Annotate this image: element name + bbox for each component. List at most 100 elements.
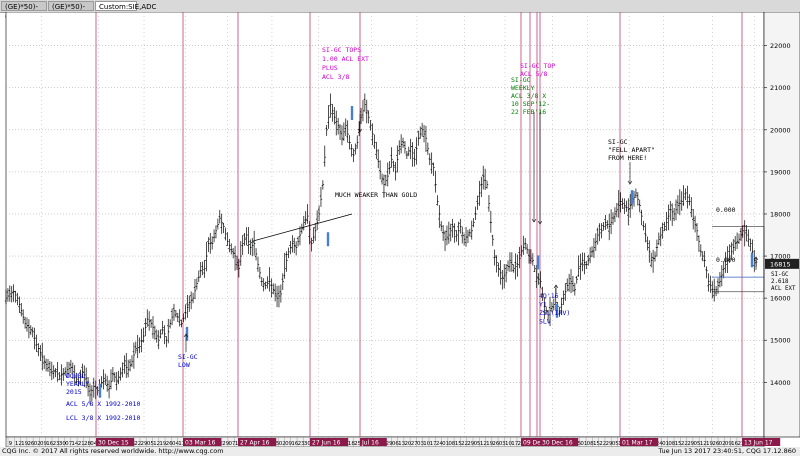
- day-label: 17: [511, 441, 518, 447]
- annotation-line: LCL 3/8 X 1992-2010: [66, 414, 140, 422]
- day-label: 18: [348, 441, 355, 447]
- date-tag-bg: [183, 438, 222, 446]
- annotation-line: SI-GC: [178, 353, 198, 361]
- annotation-line: 10 SEP'12-: [511, 100, 550, 108]
- price-series: [4, 93, 758, 405]
- day-label: 27: [411, 441, 418, 447]
- day-label: 29: [222, 441, 229, 447]
- chart-annotation: 0.000: [716, 256, 736, 264]
- price-tick-label: 15000: [770, 337, 791, 345]
- day-label: 23: [53, 441, 60, 447]
- tab-spread-2[interactable]: (GE)*50)-GCE,ADC: [48, 1, 94, 21]
- day-label: 29: [687, 441, 694, 447]
- annotation-line: SI-GC TOP: [520, 62, 555, 70]
- day-label: 07: [229, 441, 236, 447]
- day-label: 26: [166, 441, 173, 447]
- price-tick-label: 17000: [770, 253, 791, 261]
- last-price-label: 16815: [770, 260, 791, 268]
- copyright-text: CQG Inc. © 2017 All rights reserved worl…: [2, 447, 224, 455]
- day-label: 08: [587, 441, 594, 447]
- day-label: 30: [304, 441, 311, 447]
- day-label: 20: [404, 441, 411, 447]
- day-label: 11: [178, 441, 185, 447]
- day-label: 12: [700, 441, 707, 447]
- day-label: 28: [84, 441, 91, 447]
- day-label: 17: [430, 441, 437, 447]
- price-tick-label: 14000: [770, 379, 791, 387]
- day-label: 05: [474, 441, 481, 447]
- annotation-line: ACL 3/8: [322, 73, 349, 81]
- day-label: 26: [27, 441, 34, 447]
- day-label: 16: [46, 441, 53, 447]
- day-label: 19: [706, 441, 713, 447]
- annotation-line: WEEKLY: [511, 84, 535, 92]
- annotation-line: ACL 5/8: [520, 70, 547, 78]
- day-label: 12: [15, 441, 22, 447]
- day-label: 25: [273, 441, 280, 447]
- day-label: 05: [612, 441, 619, 447]
- day-label: 29: [141, 441, 148, 447]
- price-chart[interactable]: 14000 15000 16000 17000 18000 19000 20000 21000…: [0, 12, 800, 447]
- day-label: 15: [675, 441, 682, 447]
- price-tick-label: 22000: [770, 42, 791, 50]
- chart-annotation: ACL 5/8 X 1992-2010: [66, 400, 140, 408]
- day-label: 09: [725, 441, 732, 447]
- date-tag-bg: [96, 438, 135, 446]
- annotation-line: SI-GC: [771, 272, 789, 278]
- chart-annotation: LCL 3/8 X 1992-2010: [66, 414, 140, 422]
- tab-spread-1[interactable]: (GE)*50)-GCE,ADC: [1, 1, 47, 21]
- annotation-line: SI-GC: [511, 76, 531, 84]
- day-label: 08: [448, 441, 455, 447]
- day-label: 15: [455, 441, 462, 447]
- arrow-head: [531, 218, 537, 223]
- annotation-line: 22 FEB'16: [511, 108, 546, 116]
- chart-annotation: MUCH WEAKER THAN GOLD: [335, 191, 417, 199]
- price-axis: [763, 12, 800, 438]
- arrow-head: [627, 180, 633, 185]
- day-label: 21: [78, 441, 85, 447]
- day-label: 06: [392, 441, 399, 447]
- annotation-line: 0.000: [716, 256, 736, 264]
- day-label: 29: [386, 441, 393, 447]
- day-label: 10: [505, 441, 512, 447]
- annotation-line: 2015: [66, 388, 82, 396]
- chart-annotation: 0.000: [716, 206, 736, 214]
- date-tag-label: 13 Jun 17: [744, 440, 773, 447]
- day-label: 9: [9, 441, 13, 447]
- day-label: 13: [398, 441, 405, 447]
- day-label: 26: [492, 441, 499, 447]
- day-label: 02: [279, 441, 286, 447]
- annotation-line: ACL 5/8 X 1992-2010: [66, 400, 140, 408]
- highlight-bar: [555, 303, 559, 318]
- annotation-line: ACL EXT: [771, 286, 796, 292]
- day-label: 29: [467, 441, 474, 447]
- annotation-line: DOUBL: [66, 372, 86, 380]
- tab-custom-sie[interactable]: Custom:SIE,ADC: [95, 1, 156, 11]
- date-tag-label: 30 Dec 16: [542, 440, 573, 447]
- day-label: 19: [486, 441, 493, 447]
- day-label: 24: [656, 441, 663, 447]
- annotation-line: FROM HERE!: [608, 154, 647, 162]
- day-label: 19: [159, 441, 166, 447]
- day-label: 02: [719, 441, 726, 447]
- day-label: 15: [593, 441, 600, 447]
- annotation-line: SI-GC TOPS: [322, 46, 361, 54]
- day-label: 01: [662, 441, 669, 447]
- price-tick-label: 16000: [770, 295, 791, 303]
- last-price-tag: [765, 258, 799, 269]
- day-label: 25: [354, 441, 361, 447]
- price-tick-label: 18000: [770, 210, 791, 218]
- date-tag-label: 09 Dec 16: [523, 440, 554, 447]
- date-tag-label: 27 Apr 16: [240, 440, 270, 447]
- day-label: 03: [417, 441, 424, 447]
- day-label: 01: [580, 441, 587, 447]
- annotation-line: ZSL(INV): [539, 309, 570, 317]
- annotation-line: 1.00 ACL EXT: [322, 55, 369, 63]
- highlight-bar: [630, 190, 634, 205]
- price-tick-label: 19000: [770, 168, 791, 176]
